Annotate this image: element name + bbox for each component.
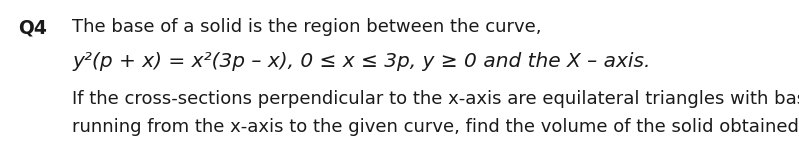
- Text: y²(p + x) = x²(3p – x), 0 ≤ x ≤ 3p, y ≥ 0: y²(p + x) = x²(3p – x), 0 ≤ x ≤ 3p, y ≥ …: [72, 52, 477, 71]
- Text: If the cross-sections perpendicular to the x-axis are equilateral triangles with: If the cross-sections perpendicular to t…: [72, 90, 799, 108]
- Text: Q4: Q4: [18, 18, 47, 37]
- Text: and the X – axis.: and the X – axis.: [477, 52, 650, 71]
- Text: The base of a solid is the region between the curve,: The base of a solid is the region betwee…: [72, 18, 542, 36]
- Text: running from the x-axis to the given curve, find the volume of the solid obtaine: running from the x-axis to the given cur…: [72, 118, 799, 136]
